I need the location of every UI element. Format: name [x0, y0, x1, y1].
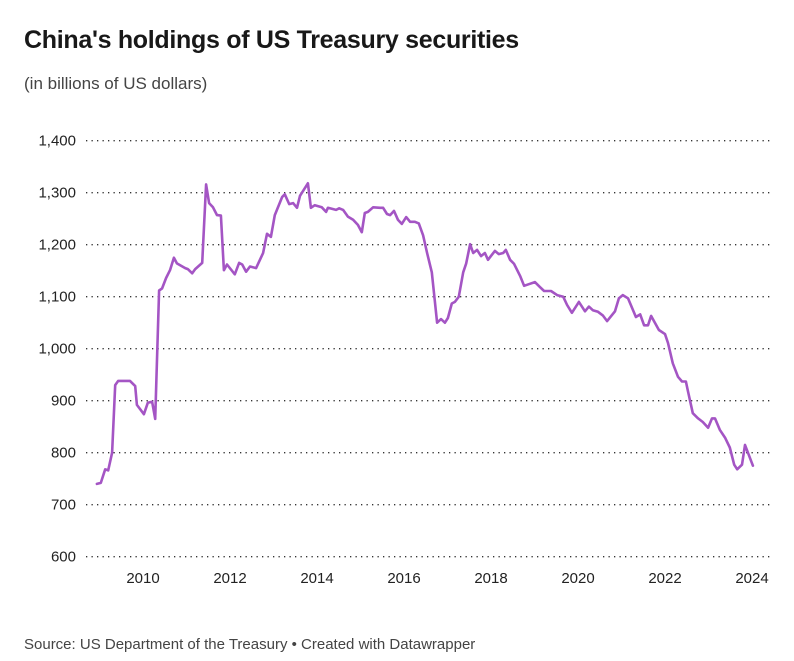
gridlines — [86, 140, 770, 558]
x-tick-label: 2024 — [735, 570, 768, 587]
x-tick-label: 2022 — [648, 570, 681, 587]
y-tick-label: 800 — [51, 445, 76, 462]
series-lines — [95, 182, 755, 486]
x-tick-label: 2012 — [213, 570, 246, 587]
y-tick-label: 1,300 — [38, 185, 76, 202]
x-tick-label: 2018 — [474, 570, 507, 587]
x-tick-label: 2020 — [561, 570, 594, 587]
source-note: Source: US Department of the Treasury • … — [24, 636, 476, 653]
x-axis-ticks: 2010 2012 2014 2016 2018 2020 2022 2024 — [126, 570, 768, 587]
x-tick-label: 2010 — [126, 570, 159, 587]
chart-subtitle: (in billions of US dollars) — [24, 74, 208, 93]
x-tick-label: 2016 — [387, 570, 420, 587]
y-tick-label: 1,400 — [38, 133, 76, 150]
y-tick-label: 1,200 — [38, 237, 76, 254]
y-tick-label: 900 — [51, 393, 76, 410]
y-tick-label: 1,100 — [38, 289, 76, 306]
y-tick-label: 700 — [51, 497, 76, 514]
chart-title: China's holdings of US Treasury securiti… — [24, 26, 519, 54]
series-line — [95, 182, 755, 486]
x-tick-label: 2014 — [300, 570, 333, 587]
y-axis-ticks: 600 700 800 900 1,000 1,100 1,200 1,300 1,400 — [38, 133, 76, 566]
y-tick-label: 1,000 — [38, 341, 76, 358]
y-tick-label: 600 — [51, 549, 76, 566]
